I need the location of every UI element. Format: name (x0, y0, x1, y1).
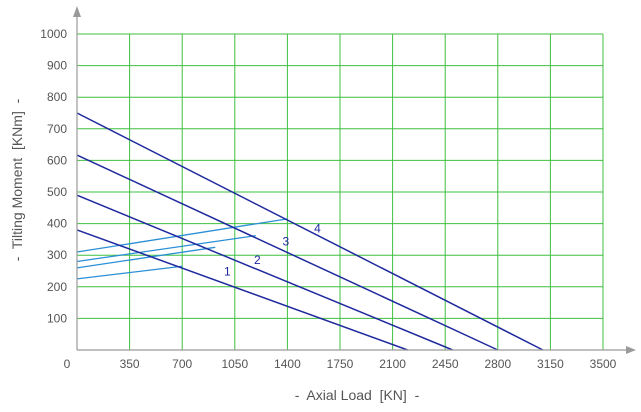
y-tick-label-3: 300 (47, 248, 67, 262)
y-tick-label-4: 400 (47, 217, 67, 231)
curve-line-2 (76, 194, 454, 351)
x-tick-label-8: 2800 (484, 357, 511, 371)
grid (77, 33, 604, 350)
x-tick-label-7: 2450 (432, 357, 459, 371)
x-tick-label-3: 1050 (221, 357, 248, 371)
curve-labels: 1 2 3 4 (224, 221, 321, 278)
x-tick-label-10: 3500 (590, 357, 617, 371)
y-axis-arrow (73, 6, 81, 17)
x-tick-labels: 0 350 700 1050 1400 1750 2100 2450 2800 3150 3500 (64, 357, 617, 371)
y-tick-label-10: 1000 (40, 27, 67, 41)
x-tick-label-1: 350 (120, 357, 140, 371)
load-curves (76, 112, 544, 351)
y-tick-label-1: 100 (47, 311, 67, 325)
axes (73, 6, 636, 354)
x-tick-label-5: 1750 (327, 357, 354, 371)
curve-label-1: 1 (224, 265, 231, 279)
secondary-lines (76, 218, 288, 280)
curve-label-3: 3 (283, 235, 290, 249)
x-axis-arrow (626, 346, 636, 354)
curve-label-4: 4 (314, 221, 321, 235)
secondary-line-2 (76, 246, 216, 269)
x-tick-label-9: 3150 (537, 357, 564, 371)
y-tick-label-7: 700 (47, 122, 67, 136)
curve-label-2: 2 (254, 253, 261, 267)
y-tick-label-5: 500 (47, 185, 67, 199)
x-tick-label-2: 700 (172, 357, 192, 371)
curve-line-1 (76, 229, 408, 351)
y-tick-label-9: 900 (47, 59, 67, 73)
y-tick-label-6: 600 (47, 153, 67, 167)
x-tick-label-6: 2100 (379, 357, 406, 371)
y-tick-label-8: 800 (47, 90, 67, 104)
curve-line-4 (76, 112, 544, 351)
y-tick-label-2: 200 (47, 280, 67, 294)
secondary-line-3 (76, 234, 256, 263)
curve-line-3 (76, 154, 499, 351)
y-axis-title: - Tilting Moment [KNm] - (9, 98, 25, 261)
x-axis-title: - Axial Load [KN] - (295, 387, 420, 403)
secondary-line-1 (76, 265, 183, 280)
x-tick-label-4: 1400 (274, 357, 301, 371)
y-tick-labels: 100 200 300 400 500 600 700 800 900 1000 (40, 27, 67, 325)
secondary-line-4 (76, 218, 288, 253)
x-tick-label-0: 0 (64, 357, 71, 371)
